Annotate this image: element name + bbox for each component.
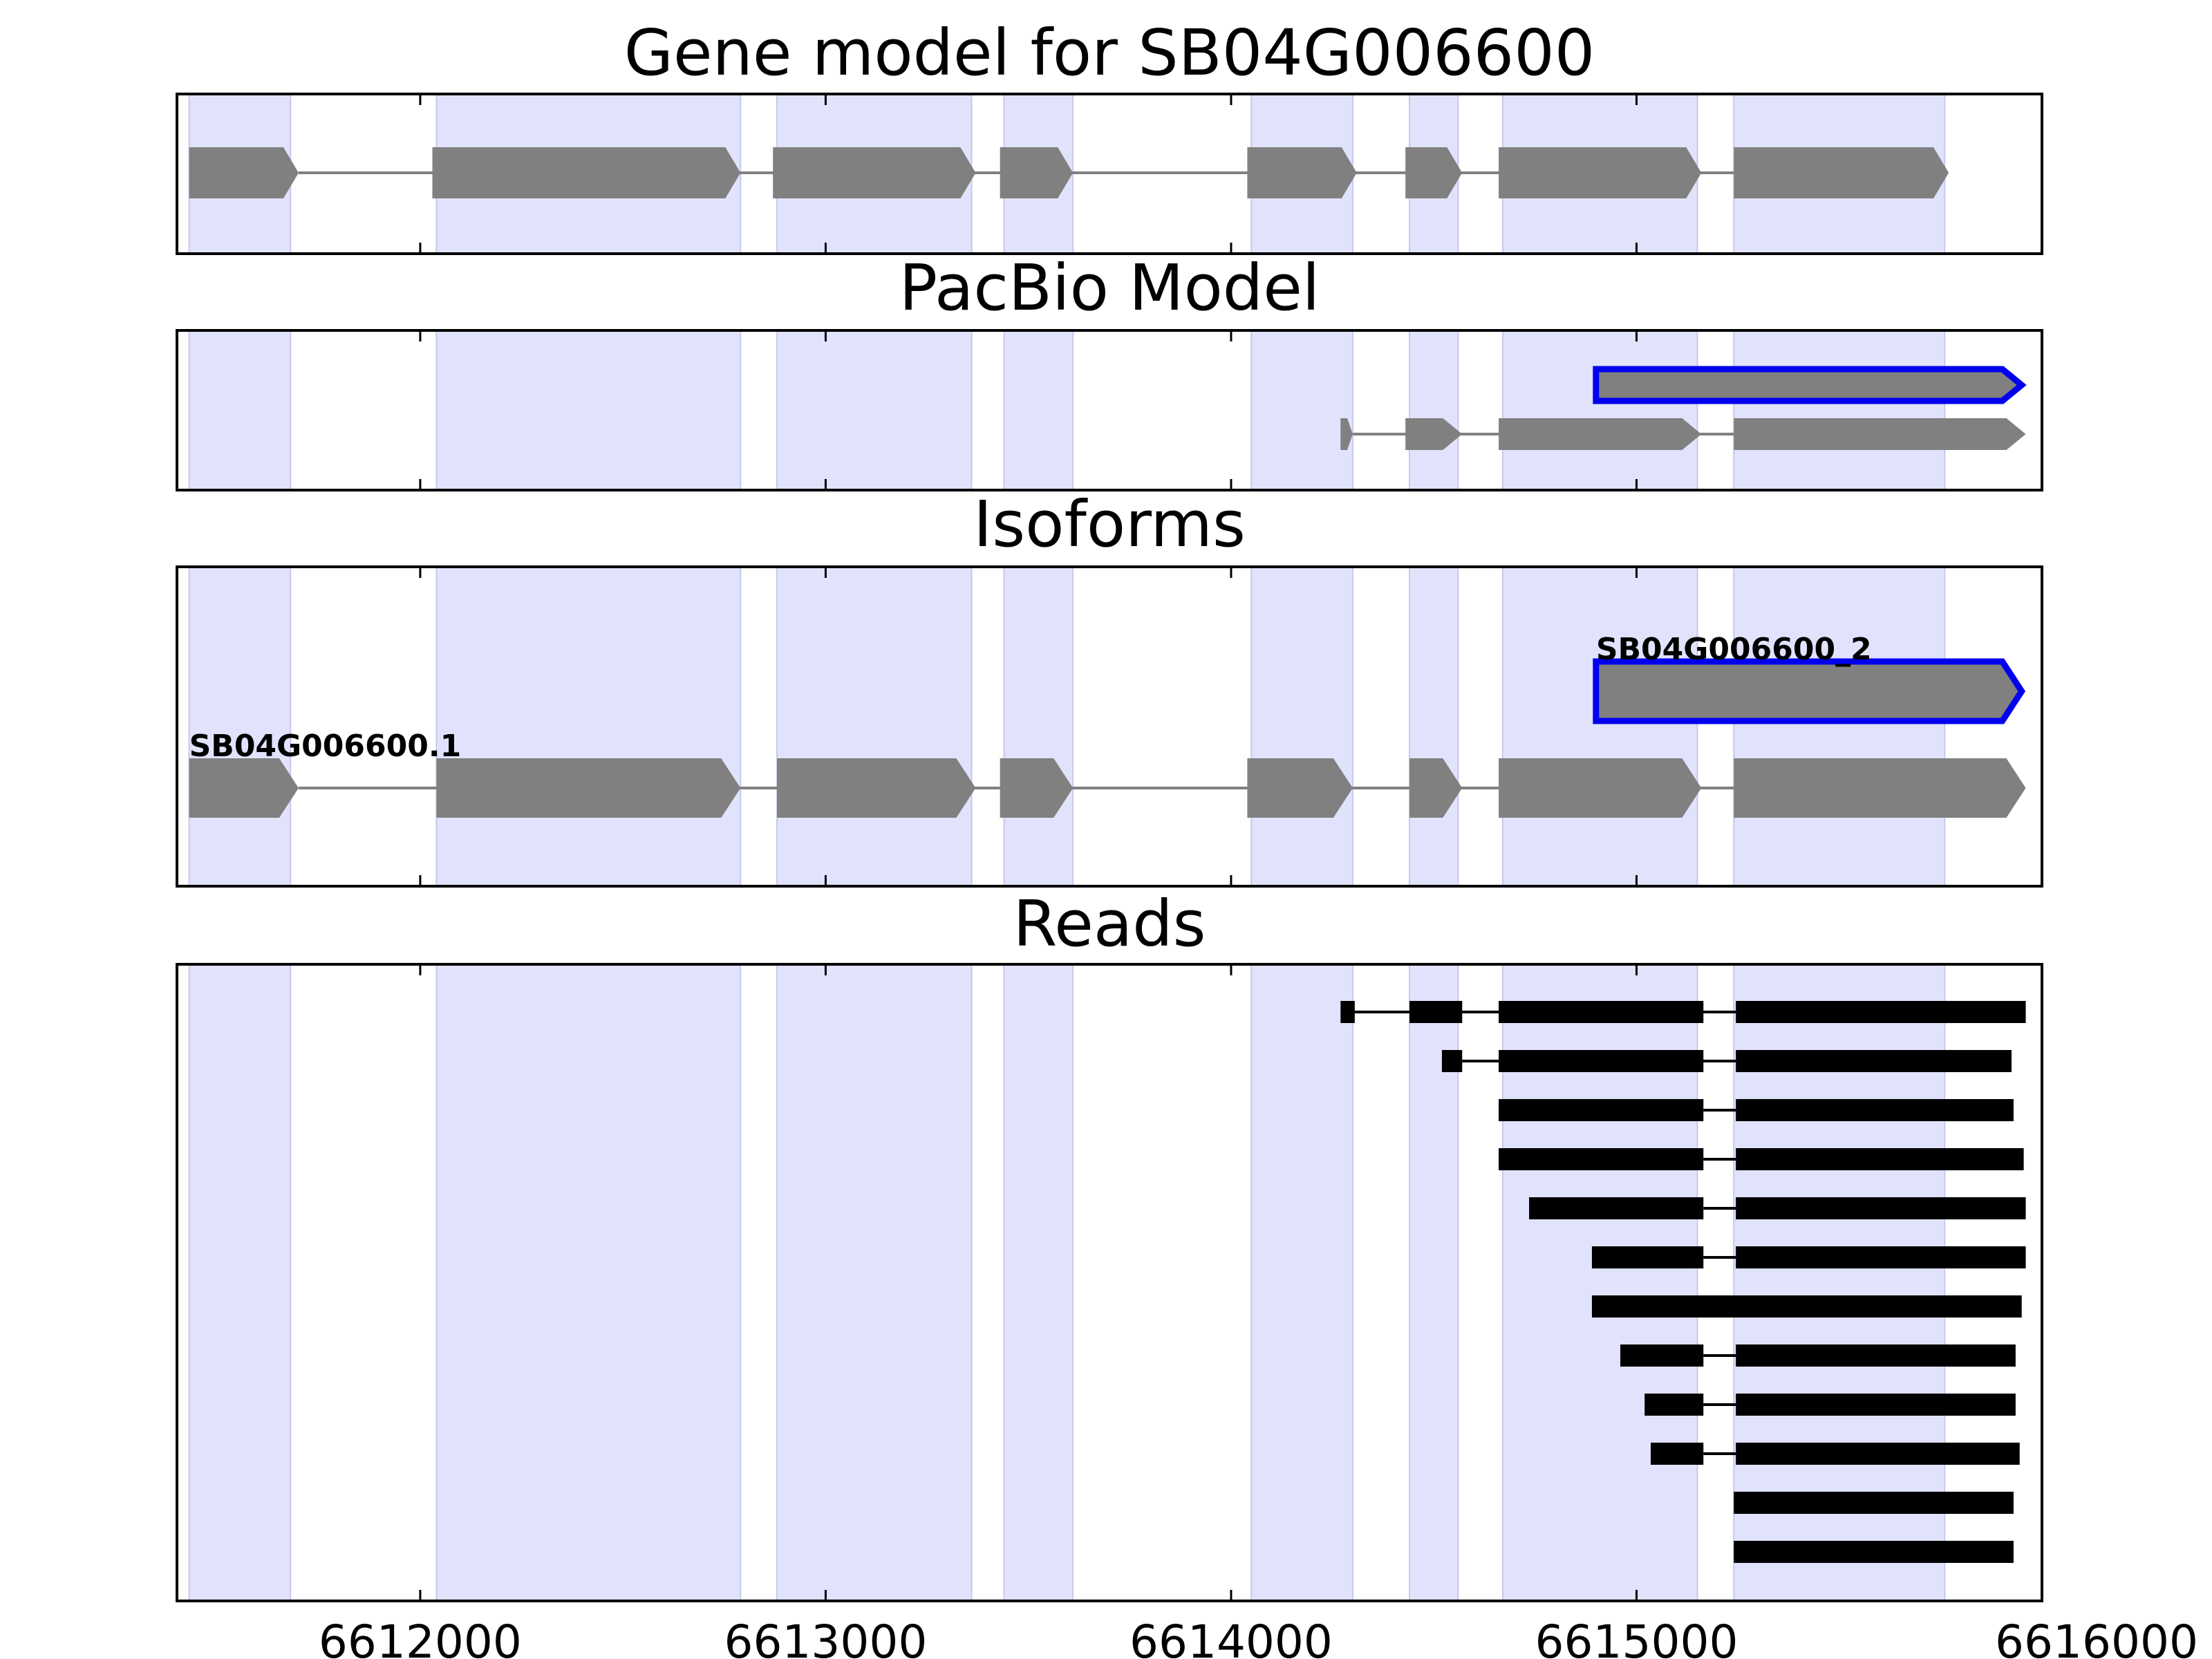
- read-block: [1499, 1001, 1703, 1023]
- read-block: [1409, 1001, 1462, 1023]
- read-block: [1499, 1099, 1703, 1121]
- exon-arrow: [1734, 418, 2025, 450]
- exon-region-shading: [1251, 330, 1353, 490]
- read-block: [1651, 1443, 1703, 1465]
- read-block: [1499, 1050, 1703, 1072]
- exon-arrow: [433, 147, 741, 198]
- x-tick-label: 6615000: [1535, 1615, 1738, 1659]
- gene-model-figure: Gene model for SB04G006600 PacBio Model SB…: [0, 0, 2212, 1659]
- exon-region-shading: [189, 567, 291, 886]
- exon-arrow: [1247, 758, 1352, 818]
- exon-region-shading: [436, 964, 740, 1601]
- isoforms-panel: SB04G006600_2 SB04G006600.1 Isoforms: [177, 487, 2042, 886]
- x-tick-label: 6612000: [319, 1615, 522, 1659]
- panel-title: Reads: [1013, 887, 1206, 961]
- read-block: [1340, 1001, 1355, 1023]
- exon-region-shading: [1503, 567, 1698, 886]
- reads-panel: Reads: [177, 887, 2042, 1601]
- exon-arrow: [436, 758, 740, 818]
- exon-arrow: [189, 758, 299, 818]
- read-block: [1592, 1246, 1703, 1268]
- exon-region-shading: [189, 964, 291, 1601]
- exon-region-shading: [1409, 567, 1458, 886]
- exon-arrow: [1499, 418, 1701, 450]
- exon-arrow: [1499, 147, 1701, 198]
- read-block: [1644, 1394, 1703, 1416]
- panel-title: Isoforms: [973, 487, 1246, 561]
- exon-arrow: [773, 147, 975, 198]
- exon-region-shading: [1734, 330, 1944, 490]
- exon-region-shading: [1004, 330, 1074, 490]
- exon-arrow: [1734, 147, 1949, 198]
- x-tick-label: 6616000: [1995, 1615, 2198, 1659]
- read-block: [1736, 1099, 2014, 1121]
- exon-region-shading: [189, 330, 291, 490]
- read-block: [1736, 1050, 2012, 1072]
- exon-arrow: [1734, 758, 2025, 818]
- read-block: [1736, 1394, 2016, 1416]
- exon-arrow: [1499, 758, 1701, 818]
- gene-model-panel: Gene model for SB04G006600: [177, 16, 2042, 254]
- exon-region-shading: [777, 330, 972, 490]
- exon-region-shading: [1503, 330, 1698, 490]
- read-block: [1736, 1001, 2025, 1023]
- x-tick-label: 6614000: [1130, 1615, 1333, 1659]
- panel-title: Gene model for SB04G006600: [624, 16, 1595, 90]
- exon-arrow: [189, 147, 299, 198]
- read-block: [1442, 1050, 1462, 1072]
- exon-region-shading: [1251, 567, 1353, 886]
- read-block: [1736, 1443, 2020, 1465]
- exon-region-shading: [777, 964, 972, 1601]
- isoform-label: SB04G006600.1: [189, 729, 462, 764]
- pacbio-model-panel: PacBio Model: [177, 251, 2042, 490]
- exon-region-shading: [1004, 567, 1074, 886]
- exon-arrow: [777, 758, 975, 818]
- isoform-label: SB04G006600_2: [1596, 632, 1872, 667]
- highlighted-exon: [1596, 662, 2022, 721]
- exon-arrow: [1000, 147, 1074, 198]
- read-block: [1736, 1246, 2025, 1268]
- read-block: [1620, 1344, 1703, 1367]
- exon-region-shading: [1251, 964, 1353, 1601]
- read-block: [1592, 1295, 2022, 1318]
- x-tick-label: 6613000: [724, 1615, 927, 1659]
- panel-title: PacBio Model: [899, 251, 1320, 325]
- read-block: [1736, 1148, 2023, 1170]
- read-block: [1734, 1541, 2014, 1563]
- exon-region-shading: [436, 567, 740, 886]
- exon-region-shading: [1004, 964, 1074, 1601]
- exon-region-shading: [777, 567, 972, 886]
- exon-region-shading: [1409, 330, 1458, 490]
- exon-arrow: [1247, 147, 1356, 198]
- read-block: [1736, 1197, 2025, 1219]
- highlighted-exon: [1596, 369, 2022, 401]
- exon-region-shading: [436, 330, 740, 490]
- read-block: [1499, 1148, 1703, 1170]
- read-block: [1736, 1344, 2016, 1367]
- exon-region-shading: [1734, 567, 1944, 886]
- read-block: [1529, 1197, 1703, 1219]
- read-block: [1734, 1492, 2014, 1514]
